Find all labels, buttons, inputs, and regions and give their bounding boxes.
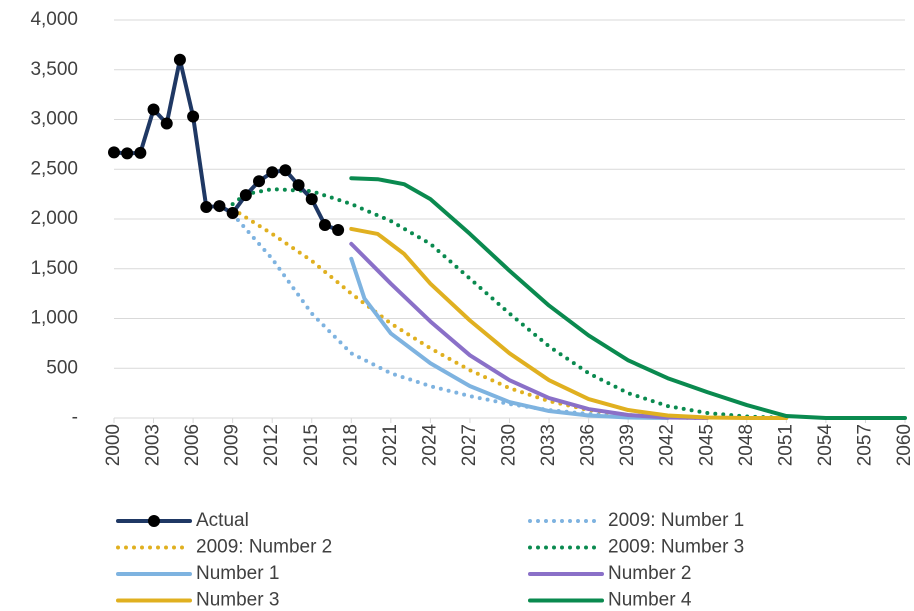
data-point [318, 218, 331, 231]
data-point [332, 223, 345, 236]
data-point [292, 179, 305, 192]
legend-label: 2009: Number 3 [608, 537, 744, 558]
legend-marker [148, 515, 160, 527]
data-point [213, 200, 226, 213]
data-point [200, 201, 213, 214]
data-point [305, 193, 318, 206]
x-tick-label: 2009 [222, 424, 243, 466]
y-tick-label: - [72, 407, 78, 428]
x-tick-label: 2060 [894, 424, 914, 466]
x-tick-label: 2021 [380, 424, 401, 466]
data-point [173, 53, 186, 66]
x-tick-label: 2012 [261, 424, 282, 466]
data-point [226, 207, 239, 220]
data-point [253, 175, 266, 188]
series-line [349, 256, 670, 420]
x-tick-label: 2045 [696, 424, 717, 466]
x-tick-label: 2033 [538, 424, 559, 466]
data-point [134, 146, 147, 159]
y-tick-label: 2,500 [30, 158, 78, 179]
series-line [112, 57, 341, 232]
legend-label: Number 4 [608, 590, 692, 611]
legend-label: 2009: Number 2 [196, 537, 332, 558]
series-line [349, 176, 907, 420]
x-tick-label: 2042 [657, 424, 678, 466]
x-tick-label: 2006 [182, 424, 203, 466]
x-tick-label: 2054 [815, 424, 836, 467]
legend-label: Number 2 [608, 563, 691, 584]
y-tick-label: 1,000 [30, 308, 78, 329]
data-point [108, 146, 120, 159]
legend-label: Number 1 [196, 563, 279, 584]
data-point [187, 110, 200, 123]
y-tick-label: 2,000 [30, 208, 78, 229]
y-tick-label: 1,500 [30, 258, 78, 279]
legend-label: Number 3 [196, 590, 279, 611]
x-tick-label: 2024 [419, 424, 440, 467]
x-tick-label: 2015 [301, 424, 322, 466]
x-tick-label: 2048 [736, 424, 757, 466]
x-tick-label: 2039 [617, 424, 638, 466]
x-tick-label: 2036 [578, 424, 599, 466]
x-tick-label: 2027 [459, 424, 480, 466]
data-point [239, 189, 252, 202]
legend-label: 2009: Number 1 [608, 510, 744, 531]
series-line [230, 212, 670, 420]
x-tick-label: 2018 [340, 424, 361, 466]
x-tick-label: 2003 [143, 424, 164, 466]
series-line [230, 187, 789, 420]
legend-label: Actual [196, 510, 249, 531]
x-tick-label: 2000 [103, 424, 124, 466]
series-line [349, 241, 710, 420]
x-tick-label: 2051 [775, 424, 796, 466]
y-tick-label: 4,000 [30, 9, 78, 30]
data-point [147, 103, 160, 116]
data-point [266, 166, 279, 179]
data-point [160, 117, 173, 130]
series-line [230, 207, 710, 420]
y-tick-label: 3,500 [30, 59, 78, 80]
y-tick-label: 500 [46, 357, 78, 378]
data-point [279, 164, 292, 177]
x-tick-label: 2030 [499, 424, 520, 466]
x-tick-label: 2057 [854, 424, 875, 466]
y-tick-label: 3,000 [30, 109, 78, 130]
series-line [349, 226, 789, 420]
data-point [121, 147, 134, 160]
